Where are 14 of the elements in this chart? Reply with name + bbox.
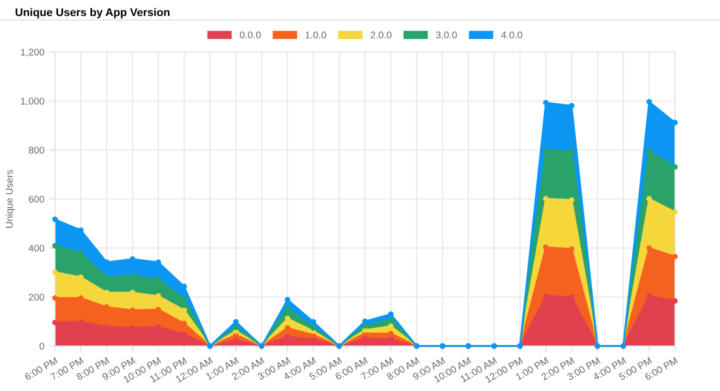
y-tick-label: 1,000 [21, 98, 44, 106]
legend-label: 0.0.0 [240, 32, 261, 38]
y-tick-label: 600 [28, 196, 44, 203]
legend-label: 4.0.0 [501, 32, 522, 38]
y-tick-label: 400 [28, 244, 44, 252]
legend-label: 2.0.0 [370, 32, 392, 38]
y-tick-label: 800 [28, 146, 44, 154]
chart-title: Unique Users by App Version [16, 8, 170, 18]
y-tick-label: 200 [28, 294, 44, 301]
y-tick-label: 0 [40, 342, 44, 350]
legend-label: 1.0.0 [306, 32, 326, 38]
y-tick-label: 1,200 [21, 48, 44, 57]
y-axis-title: Unique Users [6, 170, 15, 228]
legend-label: 3.0.0 [436, 32, 457, 38]
